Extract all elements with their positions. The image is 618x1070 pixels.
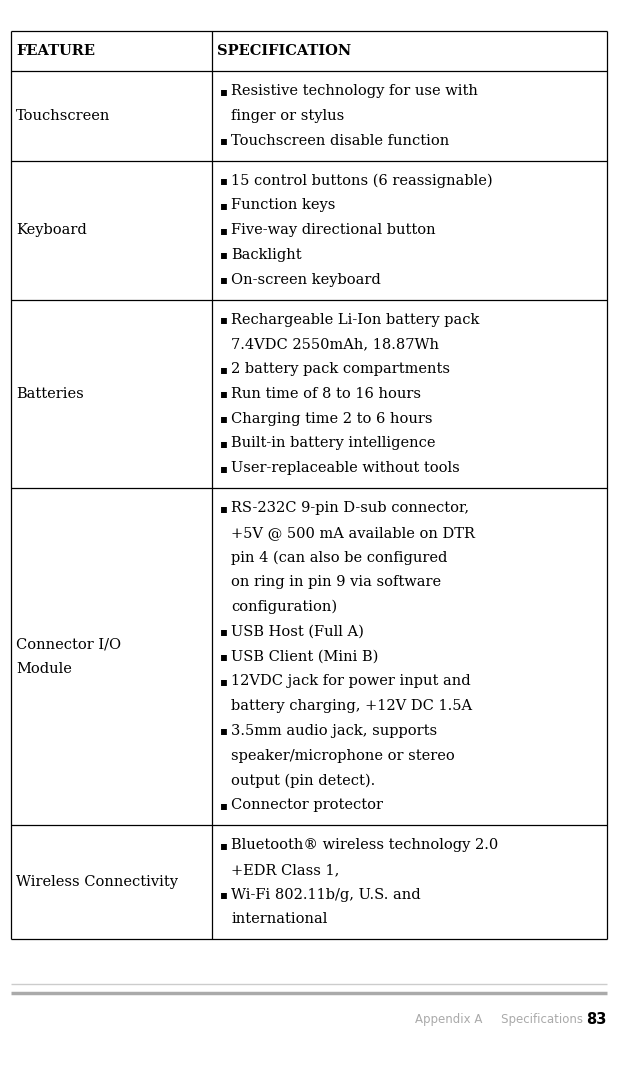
Text: Batteries: Batteries [16, 387, 84, 401]
Text: ▪: ▪ [220, 85, 228, 97]
Text: ▪: ▪ [220, 675, 228, 688]
Text: ▪: ▪ [220, 626, 228, 639]
Text: configuration): configuration) [231, 600, 337, 614]
Text: ▪: ▪ [220, 174, 228, 187]
Text: ▪: ▪ [220, 273, 228, 286]
Text: Touchscreen disable function: Touchscreen disable function [231, 134, 449, 148]
Text: ▪: ▪ [220, 363, 228, 376]
Text: User-replaceable without tools: User-replaceable without tools [231, 461, 460, 475]
Text: battery charging, +12V DC 1.5A: battery charging, +12V DC 1.5A [231, 699, 472, 714]
Text: ▪: ▪ [220, 461, 228, 475]
Text: ▪: ▪ [220, 134, 228, 148]
Text: ▪: ▪ [220, 502, 228, 515]
Text: pin 4 (can also be configured: pin 4 (can also be configured [231, 551, 447, 565]
Text: Resistive technology for use with: Resistive technology for use with [231, 85, 478, 98]
Text: FEATURE: FEATURE [16, 44, 95, 58]
Text: Rechargeable Li-Ion battery pack: Rechargeable Li-Ion battery pack [231, 312, 480, 326]
Text: international: international [231, 913, 328, 927]
Text: +5V @ 500 mA available on DTR: +5V @ 500 mA available on DTR [231, 526, 475, 540]
Text: 15 control buttons (6 reassignable): 15 control buttons (6 reassignable) [231, 173, 493, 188]
Text: Wi-Fi 802.11b/g, U.S. and: Wi-Fi 802.11b/g, U.S. and [231, 888, 421, 902]
Text: Run time of 8 to 16 hours: Run time of 8 to 16 hours [231, 387, 421, 401]
Text: ▪: ▪ [220, 199, 228, 212]
Text: ▪: ▪ [220, 839, 228, 852]
Text: ▪: ▪ [220, 314, 228, 326]
Text: Five-way directional button: Five-way directional button [231, 224, 436, 238]
Text: Built-in battery intelligence: Built-in battery intelligence [231, 437, 436, 450]
Text: +EDR Class 1,: +EDR Class 1, [231, 862, 339, 877]
Text: on ring in pin 9 via software: on ring in pin 9 via software [231, 576, 441, 590]
Text: RS-232C 9-pin D-sub connector,: RS-232C 9-pin D-sub connector, [231, 501, 469, 516]
Text: Wireless Connectivity: Wireless Connectivity [16, 875, 178, 889]
Text: ▪: ▪ [220, 798, 228, 812]
Text: Touchscreen: Touchscreen [16, 109, 111, 123]
Text: Keyboard: Keyboard [16, 224, 87, 238]
Text: Connector protector: Connector protector [231, 798, 383, 812]
Text: SPECIFICATION: SPECIFICATION [218, 44, 352, 58]
Text: 3.5mm audio jack, supports: 3.5mm audio jack, supports [231, 724, 437, 738]
Text: ▪: ▪ [220, 651, 228, 663]
Text: Connector I/O: Connector I/O [16, 638, 121, 652]
Text: Function keys: Function keys [231, 198, 336, 213]
Text: 2 battery pack compartments: 2 battery pack compartments [231, 363, 450, 377]
Text: ▪: ▪ [220, 387, 228, 400]
Text: ▪: ▪ [220, 888, 228, 901]
Text: 7.4VDC 2550mAh, 18.87Wh: 7.4VDC 2550mAh, 18.87Wh [231, 337, 439, 351]
Text: Backlight: Backlight [231, 248, 302, 262]
Text: ▪: ▪ [220, 224, 228, 236]
Text: ▪: ▪ [220, 437, 228, 450]
Text: Appendix A     Specifications: Appendix A Specifications [415, 1013, 583, 1026]
Text: Module: Module [16, 662, 72, 676]
Text: ▪: ▪ [220, 248, 228, 261]
Text: Charging time 2 to 6 hours: Charging time 2 to 6 hours [231, 412, 433, 426]
Text: 83: 83 [586, 1012, 607, 1027]
Text: USB Host (Full A): USB Host (Full A) [231, 625, 364, 639]
Text: speaker/microphone or stereo: speaker/microphone or stereo [231, 749, 455, 763]
Text: Bluetooth® wireless technology 2.0: Bluetooth® wireless technology 2.0 [231, 838, 498, 852]
Text: ▪: ▪ [220, 724, 228, 737]
Text: USB Client (Mini B): USB Client (Mini B) [231, 649, 378, 663]
Text: output (pin detect).: output (pin detect). [231, 774, 375, 788]
Text: finger or stylus: finger or stylus [231, 109, 344, 123]
Text: On-screen keyboard: On-screen keyboard [231, 273, 381, 287]
Text: ▪: ▪ [220, 412, 228, 425]
Text: 12VDC jack for power input and: 12VDC jack for power input and [231, 674, 471, 688]
